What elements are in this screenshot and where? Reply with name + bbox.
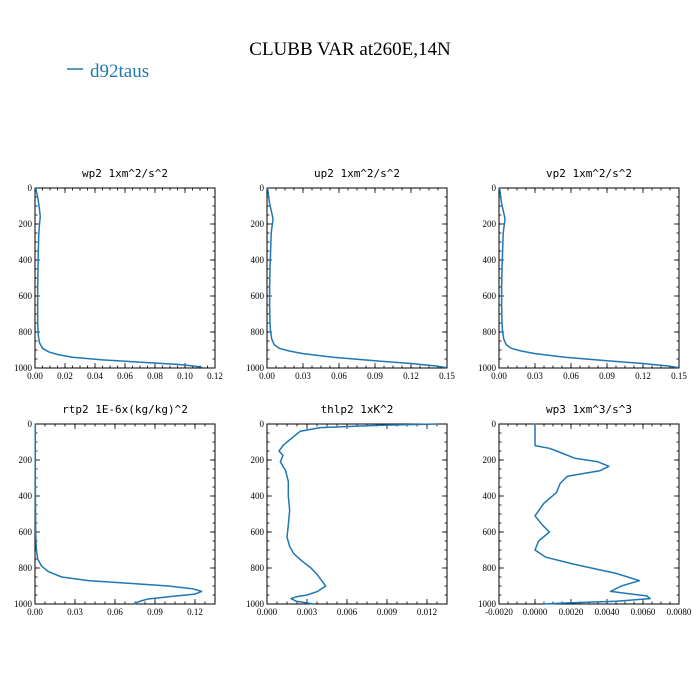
y-tick-label: 400 <box>483 255 497 265</box>
y-tick-label: 1000 <box>14 599 33 609</box>
y-tick-label: 200 <box>19 455 33 465</box>
subplot-2: up2 1xm^2/s^2 0.00 0.03 0.06 0.09 0.12 0.15 0 20… <box>246 167 455 381</box>
x-tick-label: 0.15 <box>439 371 455 381</box>
x-tick-label: 0.03 <box>527 371 543 381</box>
y-tick-label: 200 <box>483 219 497 229</box>
x-tick-label: 0.06 <box>331 371 347 381</box>
x-tick-label: 0.09 <box>367 371 383 381</box>
x-tick-label: 0.04 <box>87 371 103 381</box>
series-line-d92taus <box>278 423 439 605</box>
x-tick-label: 0.06 <box>563 371 579 381</box>
x-tick-label: 0.00 <box>259 371 275 381</box>
y-tick-label: 600 <box>251 527 265 537</box>
y-tick-label: 800 <box>251 563 265 573</box>
y-tick-label: 600 <box>483 527 497 537</box>
y-tick-label: 200 <box>251 455 265 465</box>
x-tick-label: -0.0020 <box>485 607 513 617</box>
subplot-1: wp2 1xm^2/s^2 0.00 0.02 0.04 0.06 0.08 0.10 0.1… <box>14 167 223 381</box>
y-tick-label: 1000 <box>14 363 33 373</box>
y-tick-label: 400 <box>251 255 265 265</box>
y-tick-label: 800 <box>251 327 265 337</box>
y-tick-label: 200 <box>483 455 497 465</box>
subplot-4: rtp2 1E-6x(kg/kg)^2 0.00 0.03 0.06 0.09 0.12 0… <box>14 403 216 617</box>
x-tick-label: 0.03 <box>67 607 83 617</box>
subplot-title: wp2 1xm^2/s^2 <box>82 167 168 180</box>
x-tick-label: 0.08 <box>147 371 163 381</box>
y-tick-label: 800 <box>483 563 497 573</box>
y-tick-label: 200 <box>251 219 265 229</box>
x-tick-label: 0.009 <box>377 607 398 617</box>
y-tick-label: 0 <box>28 183 33 193</box>
series-line-d92taus <box>266 187 447 369</box>
legend: d92taus <box>67 61 149 82</box>
x-tick-label: 0.09 <box>599 371 615 381</box>
x-tick-label: 0.00 <box>27 371 43 381</box>
x-tick-label: 0.0060 <box>631 607 656 617</box>
y-tick-label: 1000 <box>478 363 497 373</box>
subplot-title: thlp2 1xK^2 <box>321 403 394 416</box>
x-tick-label: 0.00 <box>27 607 43 617</box>
y-tick-label: 0 <box>492 183 497 193</box>
y-tick-label: 1000 <box>478 599 497 609</box>
x-tick-label: 0.0040 <box>595 607 620 617</box>
x-tick-label: 0.06 <box>117 371 133 381</box>
y-tick-label: 0 <box>28 419 33 429</box>
x-tick-label: 0.0000 <box>523 607 548 617</box>
y-tick-label: 1000 <box>246 363 265 373</box>
series-line-d92taus <box>34 423 203 605</box>
x-tick-label: 0.0020 <box>559 607 584 617</box>
x-tick-label: 0.0080 <box>667 607 692 617</box>
y-tick-label: 600 <box>251 291 265 301</box>
x-tick-label: 0.012 <box>417 607 437 617</box>
subplot-title: rtp2 1E-6x(kg/kg)^2 <box>62 403 188 416</box>
y-tick-label: 800 <box>19 327 33 337</box>
plot-frame <box>266 423 448 605</box>
subplot-grid: wp2 1xm^2/s^2 0.00 0.02 0.04 0.06 0.08 0.10 0.1… <box>14 167 692 617</box>
series-line-d92taus <box>35 187 203 368</box>
x-tick-label: 0.02 <box>57 371 73 381</box>
x-tick-label: 0.15 <box>671 371 687 381</box>
subplot-title: up2 1xm^2/s^2 <box>314 167 400 180</box>
series-line-d92taus <box>498 187 679 369</box>
y-tick-label: 400 <box>19 255 33 265</box>
subplot-title: vp2 1xm^2/s^2 <box>546 167 632 180</box>
plot-frame <box>34 187 216 369</box>
y-tick-label: 1000 <box>246 599 265 609</box>
y-tick-label: 800 <box>19 563 33 573</box>
figure-title: CLUBB VAR at260E,14N <box>249 39 451 60</box>
legend-label: d92taus <box>90 61 149 82</box>
y-tick-label: 200 <box>19 219 33 229</box>
x-tick-label: 0.06 <box>107 607 123 617</box>
x-tick-label: 0.000 <box>257 607 278 617</box>
x-tick-label: 0.12 <box>635 371 651 381</box>
x-tick-label: 0.12 <box>187 607 203 617</box>
y-tick-label: 600 <box>19 527 33 537</box>
plot-frame <box>498 187 680 369</box>
x-tick-label: 0.12 <box>403 371 419 381</box>
y-tick-label: 0 <box>260 419 265 429</box>
y-tick-label: 0 <box>260 183 265 193</box>
y-tick-label: 0 <box>492 419 497 429</box>
x-tick-label: 0.10 <box>177 371 193 381</box>
x-tick-label: 0.00 <box>491 371 507 381</box>
subplot-6: wp3 1xm^3/s^3 -0.0020 0.0000 0.0020 0.0040 0.… <box>478 403 692 617</box>
y-tick-label: 800 <box>483 327 497 337</box>
y-tick-label: 400 <box>251 491 265 501</box>
subplot-5: thlp2 1xK^2 0.000 0.003 0.006 0.009 0.012 0 200… <box>246 403 448 617</box>
y-tick-label: 400 <box>483 491 497 501</box>
y-tick-label: 600 <box>483 291 497 301</box>
x-tick-label: 0.12 <box>207 371 223 381</box>
x-tick-label: 0.006 <box>337 607 358 617</box>
series-line-d92taus <box>534 423 651 605</box>
x-tick-label: 0.03 <box>295 371 311 381</box>
x-tick-label: 0.003 <box>297 607 318 617</box>
subplot-title: wp3 1xm^3/s^3 <box>546 403 632 416</box>
subplot-3: vp2 1xm^2/s^2 0.00 0.03 0.06 0.09 0.12 0.15 0 20… <box>478 167 687 381</box>
plot-frame <box>266 187 448 369</box>
y-tick-label: 600 <box>19 291 33 301</box>
x-tick-label: 0.09 <box>147 607 163 617</box>
y-tick-label: 400 <box>19 491 33 501</box>
plot-frame <box>498 423 680 605</box>
